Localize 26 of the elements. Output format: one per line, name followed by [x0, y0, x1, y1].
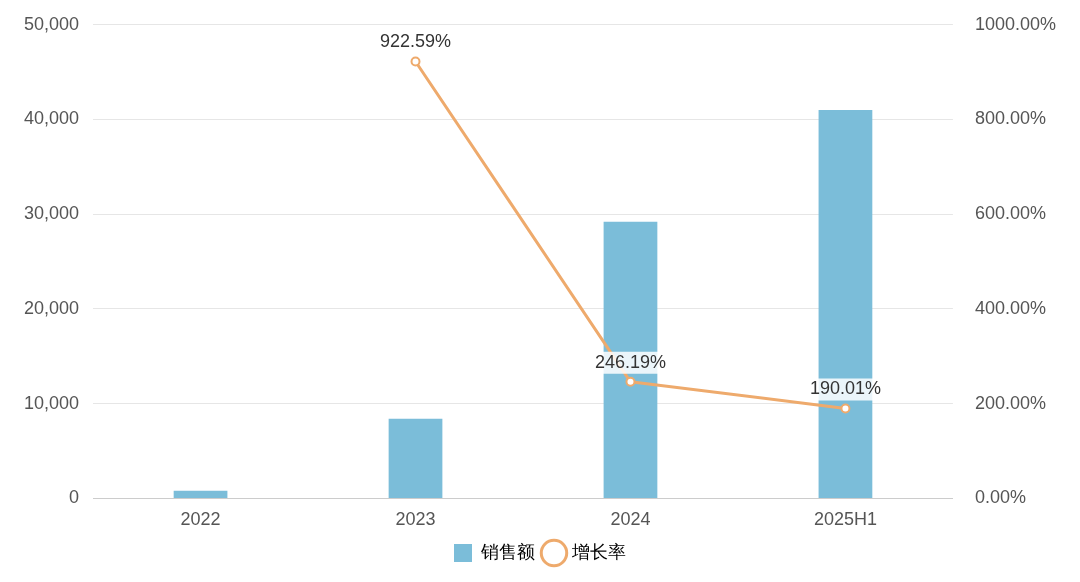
y-tick-label: 0 — [69, 487, 80, 508]
y-tick-label: 50,000 — [23, 13, 80, 34]
x-tick-label: 2024 — [610, 509, 651, 530]
point — [625, 376, 636, 387]
x-tick-label: 2023 — [395, 509, 436, 530]
y2-tick-label: 200.00% — [974, 392, 1046, 413]
y2-tick-label: 800.00% — [974, 108, 1046, 129]
y-tick-label: 40,000 — [23, 108, 80, 129]
bar — [388, 418, 443, 498]
data-label: 922.59% — [379, 31, 452, 52]
legend-label: 销售额 — [480, 541, 535, 562]
y2-tick-label: 400.00% — [974, 297, 1046, 318]
data-label: 190.01% — [809, 378, 881, 399]
y-tick-label: 10,000 — [23, 392, 80, 413]
y2-tick-label: 0.00% — [974, 487, 1026, 508]
x-tick-label: 2025H1 — [813, 509, 877, 530]
point — [840, 403, 851, 414]
y2-tick-label: 600.00% — [974, 203, 1046, 224]
y-tick-label: 30,000 — [23, 203, 80, 224]
y-tick-label: 20,000 — [23, 297, 80, 318]
legend-label: 增长率 — [571, 541, 626, 562]
x-tick-label: 2022 — [180, 509, 221, 530]
data-label: 246.19% — [594, 351, 667, 372]
y2-tick-label: 1000.00% — [974, 13, 1057, 34]
bar — [173, 490, 228, 498]
point — [410, 56, 421, 67]
